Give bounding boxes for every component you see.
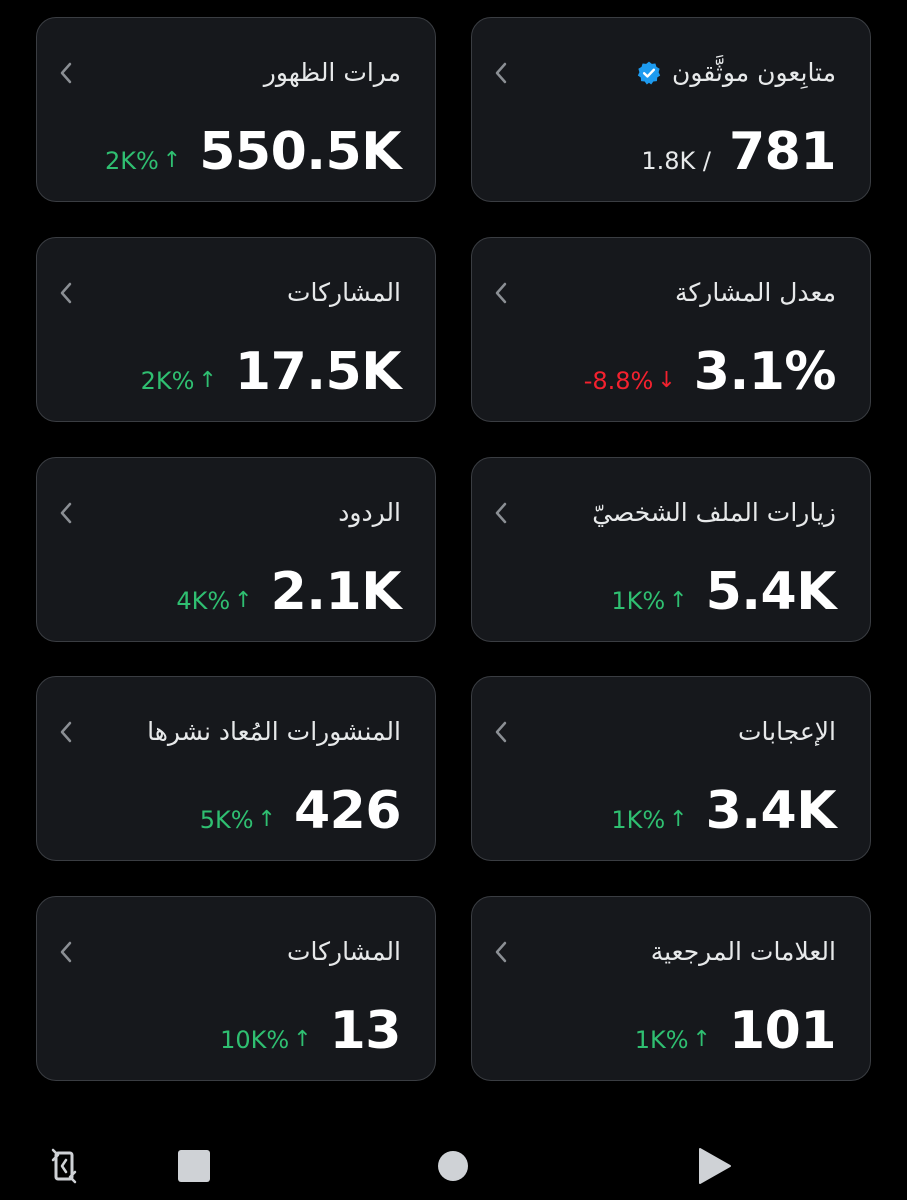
arrow-up-icon: ↑ <box>692 1027 711 1052</box>
card-value: 3.4K <box>705 781 837 841</box>
chevron-left-icon <box>495 941 507 963</box>
card-reposts[interactable]: المنشورات المُعاد نشرها 5K% ↑ 426 <box>36 676 436 861</box>
chevron-left-icon <box>495 721 507 743</box>
card-title: الردود <box>338 498 401 527</box>
total-followers: 1.8K / <box>641 147 711 175</box>
card-value: 3.1% <box>693 342 837 402</box>
card-title: المنشورات المُعاد نشرها <box>147 717 401 746</box>
value-row: 1K% ↑ 101 <box>634 1001 837 1061</box>
chevron-left-icon <box>60 62 72 84</box>
value-row: 4K% ↑ 2.1K <box>176 566 401 618</box>
value-row: 1K% ↑ 3.4K <box>611 785 836 837</box>
value-row: 1K% ↑ 5.4K <box>611 566 836 618</box>
arrow-up-icon: ↑ <box>257 807 276 832</box>
value-row: 2K% ↑ 550.5K <box>104 122 402 182</box>
chevron-left-icon <box>60 282 72 304</box>
card-engagements[interactable]: المشاركات 2K% ↑ 17.5K <box>36 237 436 422</box>
change-indicator: 4K% ↑ <box>176 587 253 615</box>
card-value: 13 <box>329 1001 402 1061</box>
card-shares[interactable]: المشاركات 10K% ↑ 13 <box>36 896 436 1081</box>
card-value: 2.1K <box>270 562 402 622</box>
card-title: الإعجابات <box>738 717 836 746</box>
value-row: 10K% ↑ 13 <box>220 1005 401 1057</box>
system-navigation-bar <box>0 1128 907 1200</box>
card-title: معدل المشاركة <box>675 278 836 307</box>
card-verified-followers[interactable]: متابِعون موثَّقون 1.8K / 781 <box>471 17 871 202</box>
chevron-left-icon <box>495 502 507 524</box>
card-title: متابِعون موثَّقون <box>636 58 836 87</box>
change-indicator: 2K% ↑ <box>104 147 182 175</box>
value-row: -8.8% ↓ 3.1% <box>583 342 837 402</box>
arrow-up-icon: ↑ <box>162 148 182 173</box>
card-value: 101 <box>728 1001 837 1061</box>
card-replies[interactable]: الردود 4K% ↑ 2.1K <box>36 457 436 642</box>
arrow-up-icon: ↑ <box>669 588 688 613</box>
change-indicator: 1K% ↑ <box>611 587 688 615</box>
chevron-left-icon <box>495 282 507 304</box>
card-value: 781 <box>728 122 837 182</box>
arrow-up-icon: ↑ <box>293 1027 312 1052</box>
card-title: العلامات المرجعية <box>650 937 836 966</box>
change-indicator: 1K% ↑ <box>634 1026 711 1054</box>
chevron-left-icon <box>495 62 507 84</box>
circle-icon[interactable] <box>433 1146 473 1186</box>
card-title-text: متابِعون موثَّقون <box>672 58 836 87</box>
card-profile-visits[interactable]: زيارات الملف الشخصيّ 1K% ↑ 5.4K <box>471 457 871 642</box>
change-indicator: 1K% ↑ <box>611 806 688 834</box>
play-icon[interactable] <box>694 1146 734 1186</box>
change-indicator: 10K% ↑ <box>220 1026 312 1054</box>
rotate-icon[interactable] <box>44 1146 84 1186</box>
value-row: 5K% ↑ 426 <box>199 781 402 841</box>
arrow-down-icon: ↓ <box>657 368 676 393</box>
change-indicator: -8.8% ↓ <box>583 367 676 395</box>
card-value: 5.4K <box>705 562 837 622</box>
arrow-up-icon: ↑ <box>198 368 217 393</box>
card-value: 17.5K <box>234 342 402 402</box>
card-title: المشاركات <box>286 937 401 966</box>
arrow-up-icon: ↑ <box>669 807 688 832</box>
card-title: المشاركات <box>286 278 401 307</box>
value-row: 2K% ↑ 17.5K <box>140 342 402 402</box>
card-title: مرات الظهور <box>263 58 401 87</box>
card-title: زيارات الملف الشخصيّ <box>592 498 836 527</box>
chevron-left-icon <box>60 502 72 524</box>
chevron-left-icon <box>60 941 72 963</box>
card-bookmarks[interactable]: العلامات المرجعية 1K% ↑ 101 <box>471 896 871 1081</box>
card-likes[interactable]: الإعجابات 1K% ↑ 3.4K <box>471 676 871 861</box>
value-row: 1.8K / 781 <box>641 126 836 178</box>
arrow-up-icon: ↑ <box>234 588 253 613</box>
verified-badge-icon <box>637 61 661 84</box>
card-impressions[interactable]: مرات الظهور 2K% ↑ 550.5K <box>36 17 436 202</box>
card-engagement-rate[interactable]: معدل المشاركة -8.8% ↓ 3.1% <box>471 237 871 422</box>
card-value: 426 <box>293 781 402 841</box>
card-value: 550.5K <box>199 122 401 182</box>
chevron-left-icon <box>60 721 72 743</box>
change-indicator: 2K% ↑ <box>140 367 217 395</box>
change-indicator: 5K% ↑ <box>199 806 276 834</box>
square-icon[interactable] <box>174 1146 214 1186</box>
